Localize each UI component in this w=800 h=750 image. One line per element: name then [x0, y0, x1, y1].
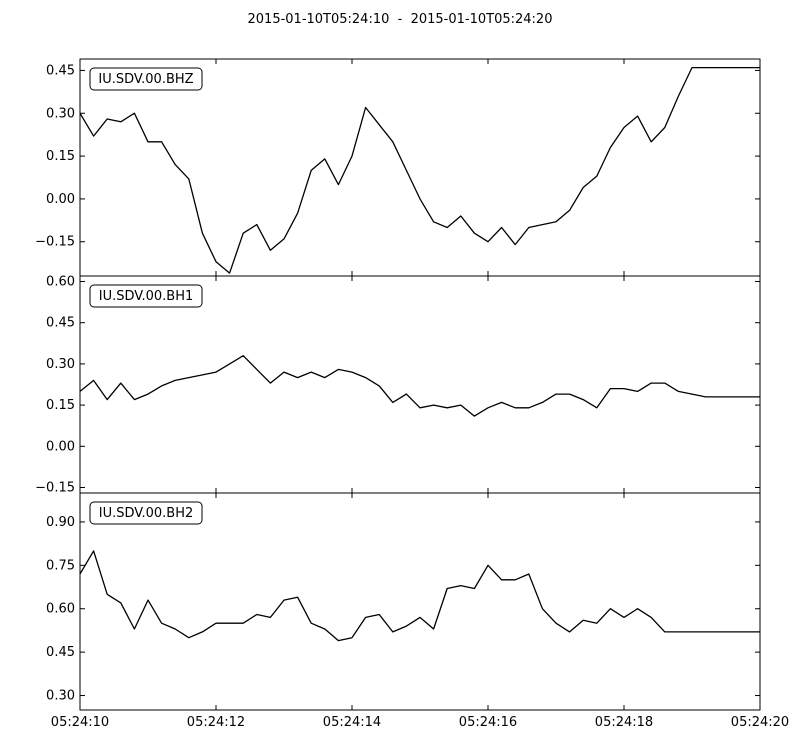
y-tick-label: 0.00	[46, 439, 75, 454]
trace-label-box	[89, 284, 203, 308]
y-tick-label: 0.30	[46, 689, 75, 704]
x-tick-label: 05:24:18	[595, 715, 653, 730]
panel-frame-1	[79, 275, 761, 494]
y-tick-label: 0.45	[46, 316, 75, 331]
x-tick-label: 05:24:16	[459, 715, 517, 730]
y-tick-label: 0.15	[46, 149, 75, 164]
trace-label: IU.SDV.00.BHZ	[98, 72, 193, 87]
y-tick-label: 0.60	[46, 602, 75, 617]
y-tick-label: 0.15	[46, 398, 75, 413]
trace-label: IU.SDV.00.BH1	[99, 289, 194, 304]
y-tick-label: 0.30	[46, 106, 75, 121]
trace-line-IU.SDV.00.BH1	[79, 355, 760, 417]
trace-line-IU.SDV.00.BHZ	[79, 66, 760, 274]
y-tick-label: −0.15	[35, 235, 75, 250]
panel-frame-2	[79, 492, 761, 711]
panel-frame-0	[79, 58, 761, 277]
y-tick-label: 0.60	[46, 274, 75, 289]
x-tick-label: 05:24:10	[51, 715, 109, 730]
x-tick-label: 05:24:12	[187, 715, 245, 730]
y-tick-label: 0.75	[46, 558, 75, 573]
y-tick-label: 0.45	[46, 63, 75, 78]
y-tick-label: 0.00	[46, 192, 75, 207]
y-tick-label: 0.30	[46, 357, 75, 372]
x-tick-label: 05:24:20	[731, 715, 789, 730]
trace-label-box	[89, 67, 203, 91]
y-tick-label: 0.90	[46, 515, 75, 530]
trace-label-box	[89, 501, 203, 525]
chart-title: 2015-01-10T05:24:10 - 2015-01-10T05:24:2…	[247, 12, 553, 27]
trace-line-IU.SDV.00.BH2	[79, 550, 760, 642]
y-tick-label: −0.15	[35, 481, 75, 496]
y-tick-label: 0.45	[46, 645, 75, 660]
trace-label: IU.SDV.00.BH2	[99, 506, 194, 521]
x-tick-label: 05:24:14	[323, 715, 381, 730]
